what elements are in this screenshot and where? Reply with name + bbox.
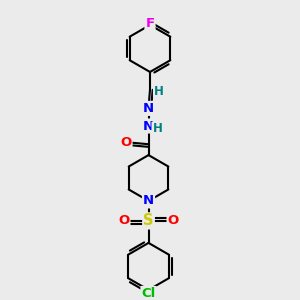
Text: O: O xyxy=(168,214,179,227)
Text: S: S xyxy=(143,213,154,228)
Text: H: H xyxy=(154,85,164,98)
Text: N: N xyxy=(143,102,154,115)
Text: F: F xyxy=(146,17,154,30)
Text: Cl: Cl xyxy=(141,287,156,300)
Text: O: O xyxy=(118,214,130,227)
Text: O: O xyxy=(120,136,131,149)
Text: H: H xyxy=(152,122,162,135)
Text: N: N xyxy=(143,194,154,207)
Text: N: N xyxy=(143,119,154,133)
